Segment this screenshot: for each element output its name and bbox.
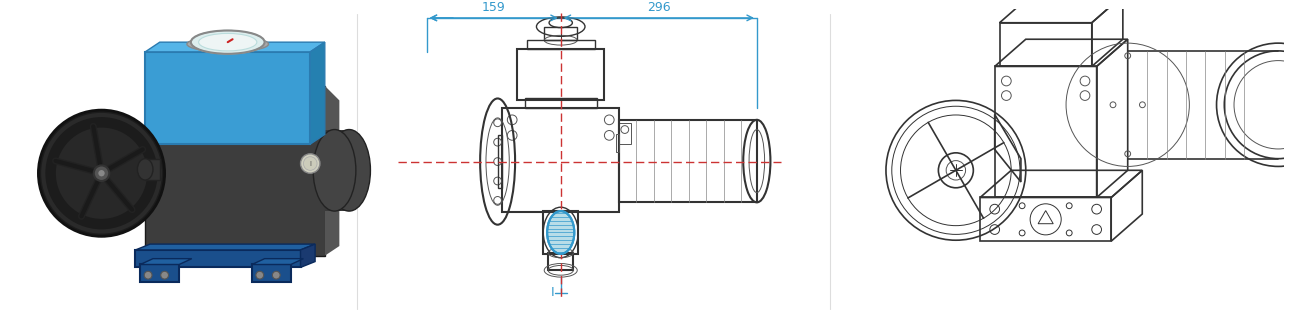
Bar	[619, 120, 757, 202]
Ellipse shape	[145, 271, 152, 279]
Ellipse shape	[186, 36, 268, 52]
Text: I: I	[309, 160, 311, 166]
Ellipse shape	[98, 169, 106, 177]
Text: 296: 296	[648, 1, 671, 14]
Ellipse shape	[328, 130, 370, 211]
Bar	[20, 9, 354, 314]
Bar	[526, 40, 594, 49]
Bar	[999, 23, 1092, 67]
Bar	[525, 99, 597, 108]
Bar	[503, 108, 619, 212]
Bar	[517, 49, 605, 100]
Bar	[619, 123, 631, 144]
Text: 159: 159	[482, 1, 506, 14]
Ellipse shape	[301, 154, 321, 173]
Polygon shape	[136, 244, 315, 250]
Polygon shape	[145, 42, 324, 52]
Bar	[994, 67, 1097, 198]
Ellipse shape	[190, 30, 265, 54]
Text: I: I	[550, 286, 554, 299]
Bar	[980, 198, 1111, 241]
Bar	[136, 250, 301, 268]
Bar	[251, 264, 291, 282]
Ellipse shape	[547, 211, 575, 254]
Polygon shape	[301, 244, 315, 268]
Ellipse shape	[304, 157, 317, 170]
Bar	[616, 134, 619, 152]
Ellipse shape	[255, 271, 263, 279]
Bar	[545, 27, 577, 40]
Bar	[543, 211, 579, 254]
Polygon shape	[251, 259, 304, 264]
Polygon shape	[324, 86, 339, 256]
Bar	[324, 130, 349, 211]
Ellipse shape	[137, 159, 152, 180]
Bar	[549, 253, 573, 270]
Polygon shape	[310, 42, 324, 144]
Bar	[145, 52, 310, 144]
Polygon shape	[141, 259, 192, 264]
Ellipse shape	[160, 271, 168, 279]
Ellipse shape	[313, 130, 356, 211]
Bar	[141, 264, 180, 282]
Bar	[145, 159, 160, 180]
Bar	[498, 135, 503, 188]
Ellipse shape	[94, 165, 109, 181]
Ellipse shape	[198, 33, 257, 51]
Ellipse shape	[56, 127, 147, 219]
Bar	[145, 86, 324, 256]
Ellipse shape	[272, 271, 280, 279]
Ellipse shape	[38, 110, 164, 236]
